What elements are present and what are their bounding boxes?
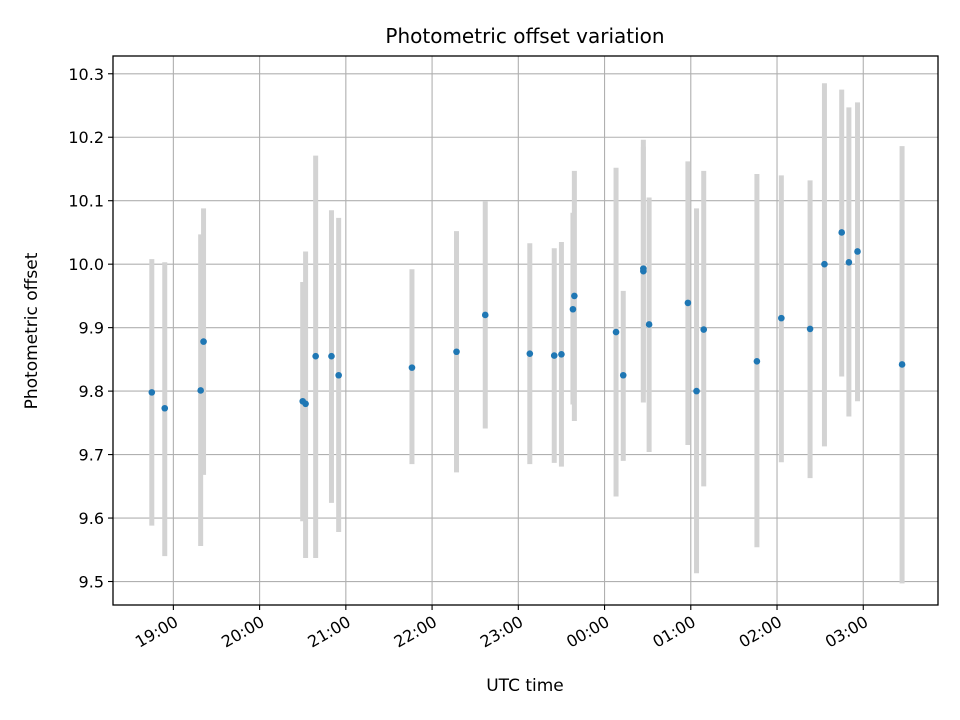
data-point — [569, 305, 577, 313]
y-tick-label: 10.0 — [68, 255, 104, 274]
data-point — [838, 229, 846, 236]
data-point — [806, 325, 814, 333]
data-points — [148, 229, 906, 412]
data-point — [612, 328, 620, 336]
data-point — [645, 321, 653, 328]
data-point — [526, 350, 534, 357]
data-point — [693, 387, 700, 395]
data-point — [302, 400, 309, 408]
data-point — [700, 326, 708, 333]
data-point — [335, 371, 342, 379]
y-tick-label: 9.6 — [79, 509, 104, 528]
data-point — [854, 248, 861, 255]
y-tick-label: 9.9 — [79, 319, 104, 338]
x-axis-label: UTC time — [486, 676, 564, 696]
data-point — [684, 299, 692, 307]
y-tick-label: 10.1 — [68, 192, 104, 211]
data-point — [161, 404, 169, 412]
data-point — [845, 258, 853, 266]
data-point — [148, 389, 156, 396]
y-tick-label: 10.3 — [68, 65, 104, 84]
data-point — [453, 348, 460, 356]
data-point — [640, 265, 647, 272]
data-point — [571, 292, 578, 300]
y-tick-label: 9.7 — [79, 446, 104, 465]
data-point — [481, 311, 489, 319]
data-point — [550, 352, 558, 359]
y-axis-label: Photometric offset — [22, 252, 42, 409]
chart-title: Photometric offset variation — [385, 24, 664, 48]
data-point — [558, 351, 565, 358]
plot-frame — [112, 55, 939, 606]
data-point — [312, 352, 319, 360]
grid — [113, 56, 938, 605]
data-point — [408, 364, 416, 371]
data-point — [778, 314, 785, 322]
y-tick-label: 10.2 — [68, 128, 104, 147]
y-tick-label: 9.5 — [79, 573, 104, 592]
data-point — [619, 371, 627, 379]
data-point — [898, 361, 906, 368]
y-tick-label: 9.8 — [79, 382, 104, 401]
data-point — [753, 357, 761, 365]
data-point — [821, 260, 828, 268]
data-point — [328, 352, 335, 360]
data-point — [200, 338, 207, 345]
data-point — [197, 387, 204, 394]
y-axis: 9.5 9.6 9.7 9.8 9.9 10.0 10.1 10.2 10.3 — [68, 65, 113, 592]
